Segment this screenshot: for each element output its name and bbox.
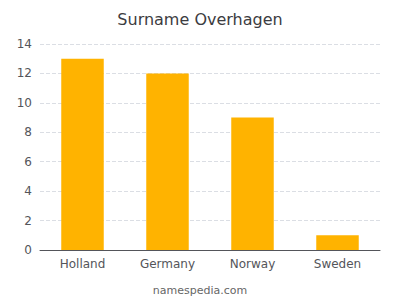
svg-text:14: 14 (17, 37, 32, 51)
svg-text:10: 10 (17, 96, 32, 110)
svg-text:Sweden: Sweden (314, 257, 361, 271)
svg-text:12: 12 (17, 66, 32, 80)
svg-text:Holland: Holland (60, 257, 106, 271)
svg-text:Norway: Norway (230, 257, 276, 271)
svg-text:Germany: Germany (140, 257, 195, 271)
svg-text:4: 4 (24, 184, 32, 198)
svg-text:2: 2 (24, 214, 32, 228)
svg-text:Surname Overhagen: Surname Overhagen (117, 10, 282, 29)
svg-text:0: 0 (24, 243, 32, 257)
svg-text:8: 8 (24, 125, 32, 139)
svg-text:6: 6 (24, 155, 32, 169)
svg-text:namespedia.com: namespedia.com (153, 284, 247, 297)
